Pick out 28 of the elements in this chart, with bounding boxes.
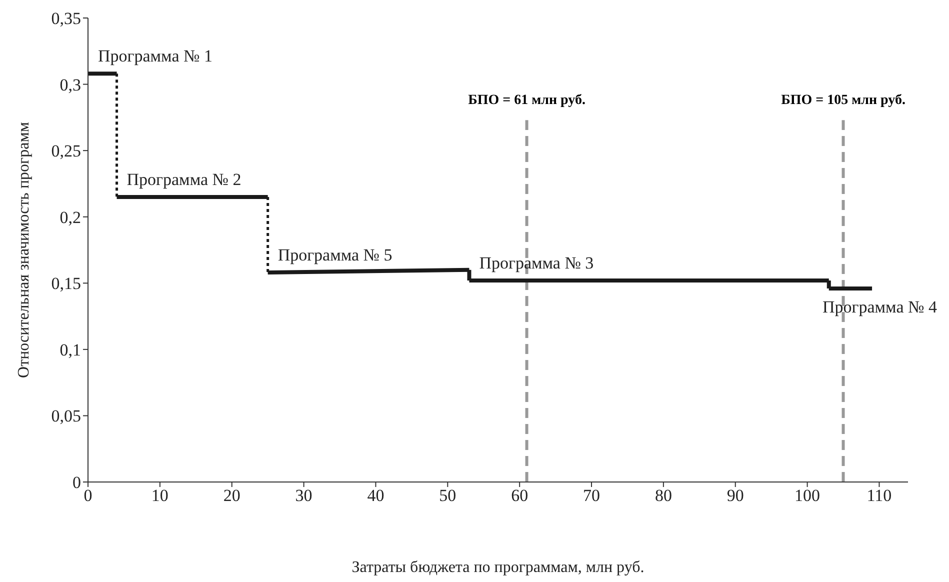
series-label: Программа № 4 xyxy=(822,297,938,316)
x-tick-label: 20 xyxy=(223,486,240,506)
x-tick-label: 50 xyxy=(439,486,456,506)
ref-line-label: БПО = 105 млн руб. xyxy=(781,93,906,108)
y-axis-title: Относительная значимость программ xyxy=(16,122,32,378)
x-tick-label: 90 xyxy=(726,486,744,506)
x-tick-label: 70 xyxy=(583,486,600,506)
y-tick-label: 0,15 xyxy=(51,274,81,294)
series-label: Программа № 5 xyxy=(278,246,392,265)
x-tick-label: 40 xyxy=(367,486,384,506)
y-tick-label: 0,25 xyxy=(51,142,81,161)
x-tick-label: 80 xyxy=(654,486,672,506)
x-tick-label: 10 xyxy=(151,486,168,506)
series-label: Программа № 1 xyxy=(98,46,212,66)
y-tick-label: 0,05 xyxy=(51,406,81,426)
series-label: Программа № 2 xyxy=(126,170,242,189)
y-tick-label: 0,35 xyxy=(51,9,81,28)
x-tick-label: 110 xyxy=(866,486,892,506)
x-axis-title: Затраты бюджета по программам, млн руб. xyxy=(352,559,644,576)
y-tick-label: 0 xyxy=(72,473,81,492)
ref-line-label: БПО = 61 млн руб. xyxy=(468,93,586,108)
x-tick-label: 60 xyxy=(511,486,528,506)
y-tick-label: 0,3 xyxy=(60,75,81,94)
x-tick-label: 100 xyxy=(794,486,820,506)
y-tick-label: 0,2 xyxy=(60,208,81,227)
y-tick-label: 0,1 xyxy=(60,340,81,360)
x-tick-label: 30 xyxy=(295,486,312,506)
series-label: Программа № 3 xyxy=(479,253,594,272)
